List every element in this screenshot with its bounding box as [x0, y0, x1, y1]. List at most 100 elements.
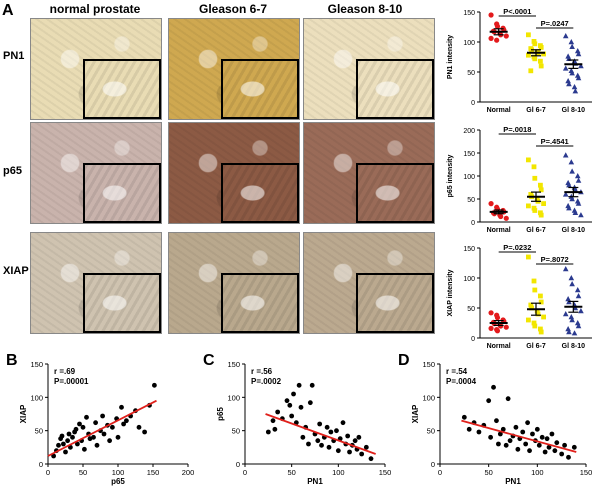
stat-label: r =.69	[54, 367, 76, 376]
p-value-label: P=.8072	[541, 255, 569, 264]
data-point	[535, 311, 541, 317]
x-tick-label: 50	[79, 468, 87, 477]
x-tick-label: Gl 6-7	[526, 227, 546, 234]
y-tick-label: 100	[227, 393, 240, 402]
micrograph-inset	[83, 163, 161, 223]
y-tick-label: 150	[422, 360, 435, 369]
y-tick-label: 50	[467, 70, 475, 77]
micrograph-inset	[221, 59, 299, 119]
data-point	[497, 431, 503, 437]
chart-xiap-vs-pn1: 0 50 100 150 0 50 100 150 PN1 XIAP r =.54P=.0004	[411, 360, 593, 486]
x-tick-label: 150	[580, 468, 593, 477]
data-point	[528, 68, 534, 74]
column-header-normal: normal prostate	[49, 2, 141, 16]
data-point	[526, 317, 531, 323]
micrograph-inset	[83, 273, 161, 333]
data-point	[532, 175, 538, 181]
y-tick-label: 100	[463, 276, 475, 283]
y-tick-label: 50	[427, 427, 435, 436]
data-point	[488, 310, 494, 316]
data-point	[562, 152, 569, 158]
data-point	[309, 382, 315, 388]
panel-label-a: A	[2, 2, 14, 19]
data-point	[334, 428, 339, 434]
p-value-label: P=.0018	[503, 125, 531, 134]
data-point	[496, 441, 501, 447]
data-point	[526, 157, 531, 163]
data-point	[530, 431, 535, 437]
data-point	[124, 418, 129, 424]
data-point	[93, 420, 98, 426]
data-point	[101, 431, 107, 437]
data-point	[265, 429, 271, 435]
data-point	[571, 444, 577, 450]
data-point	[559, 451, 565, 457]
data-point	[528, 302, 534, 308]
data-point	[505, 396, 511, 402]
data-point	[368, 456, 374, 462]
y-tick-label: 150	[30, 360, 43, 369]
data-point	[527, 448, 532, 454]
data-point	[544, 436, 550, 442]
data-point	[515, 446, 521, 452]
stat-label: P=.00001	[54, 377, 89, 386]
x-axis-label: p65	[111, 477, 125, 486]
x-axis-label: PN1	[307, 477, 323, 486]
data-point	[91, 434, 96, 440]
data-point	[284, 398, 290, 404]
data-point	[494, 37, 500, 43]
data-point	[66, 431, 72, 437]
data-point	[532, 41, 538, 47]
stat-label: r =.54	[446, 367, 468, 376]
data-point	[59, 433, 65, 439]
x-tick-label: 100	[332, 468, 345, 477]
data-point	[466, 426, 472, 432]
y-axis-label: XIAP intensity	[447, 269, 454, 316]
data-point	[356, 434, 362, 440]
x-tick-label: Gl 6-7	[526, 107, 546, 114]
data-point	[568, 275, 575, 281]
p-value-label: P<.0001	[503, 7, 531, 16]
data-point	[569, 168, 575, 174]
data-point	[61, 441, 66, 447]
data-point	[352, 438, 358, 444]
data-point	[554, 440, 560, 446]
data-point	[534, 426, 540, 432]
data-point	[523, 441, 529, 447]
x-tick-label: 0	[438, 468, 442, 477]
data-point	[503, 215, 509, 221]
data-point	[296, 382, 302, 388]
data-point	[94, 442, 100, 448]
data-point	[51, 453, 56, 459]
data-point	[335, 448, 341, 454]
data-point	[494, 328, 501, 334]
y-tick-label: 100	[463, 174, 475, 181]
data-point	[578, 212, 584, 218]
data-point	[571, 330, 578, 336]
chart-pn1-intensity: 0 50 100 150 PN1 intensity Normal Gl 6-7 Gl 8-1…	[447, 7, 592, 114]
data-point	[319, 442, 324, 448]
data-point	[345, 433, 351, 439]
data-point	[121, 421, 126, 427]
data-point	[566, 454, 571, 460]
micrograph-xiap-col1	[168, 232, 300, 334]
y-tick-label: 0	[471, 220, 475, 227]
data-point	[152, 382, 157, 388]
data-point	[575, 200, 582, 206]
data-point	[572, 186, 579, 192]
data-point	[578, 308, 584, 314]
data-point	[119, 404, 124, 410]
data-point	[552, 448, 558, 454]
x-tick-label: 150	[147, 468, 160, 477]
micrograph-pn1-col0	[30, 18, 162, 120]
data-point	[538, 329, 544, 335]
regression-line	[461, 419, 577, 453]
data-point	[574, 173, 581, 179]
micrograph-inset	[356, 273, 434, 333]
data-point	[562, 311, 569, 317]
regression-line	[265, 413, 376, 455]
data-point	[503, 442, 509, 448]
stat-label: r =.56	[251, 367, 273, 376]
data-point	[287, 402, 293, 408]
data-point	[315, 438, 321, 444]
